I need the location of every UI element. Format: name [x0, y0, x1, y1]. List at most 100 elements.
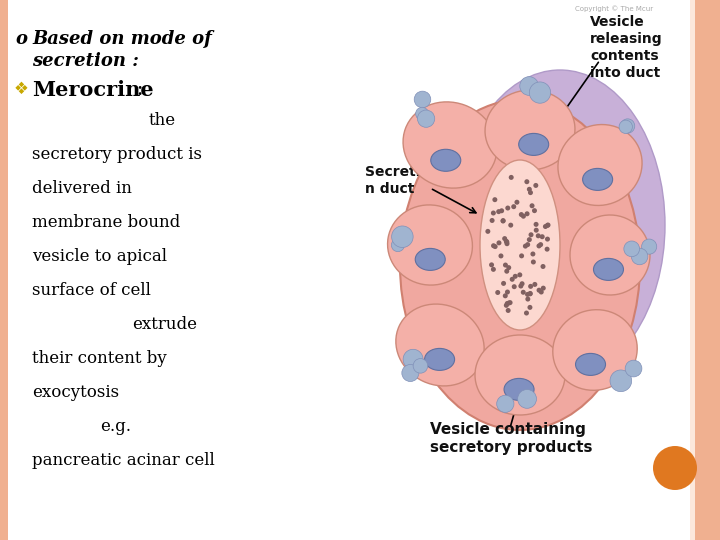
Circle shape: [642, 239, 657, 254]
Circle shape: [511, 204, 516, 209]
Circle shape: [532, 282, 537, 287]
Text: secretory products: secretory products: [430, 440, 593, 455]
Circle shape: [540, 234, 545, 239]
Circle shape: [528, 292, 533, 296]
Text: :: :: [130, 80, 143, 99]
Circle shape: [512, 284, 517, 289]
Circle shape: [534, 222, 539, 227]
Circle shape: [653, 446, 697, 490]
Circle shape: [525, 242, 530, 247]
Circle shape: [538, 242, 543, 247]
Circle shape: [500, 218, 505, 223]
Circle shape: [505, 241, 510, 246]
Circle shape: [619, 120, 632, 133]
Circle shape: [485, 229, 490, 234]
Circle shape: [497, 240, 501, 245]
Circle shape: [492, 197, 498, 202]
Circle shape: [528, 305, 533, 310]
Circle shape: [523, 244, 528, 248]
Ellipse shape: [400, 100, 640, 430]
Circle shape: [505, 206, 510, 211]
Ellipse shape: [480, 160, 560, 330]
Circle shape: [495, 290, 500, 295]
Circle shape: [545, 223, 550, 228]
Text: Vesicle: Vesicle: [590, 15, 644, 29]
Text: membrane bound: membrane bound: [32, 214, 181, 231]
Circle shape: [490, 218, 495, 223]
Text: the: the: [148, 112, 176, 129]
Text: surface of cell: surface of cell: [32, 282, 151, 299]
Circle shape: [499, 208, 504, 213]
Circle shape: [506, 300, 511, 306]
Ellipse shape: [593, 259, 624, 280]
Bar: [0, 0, 8, 540]
Circle shape: [541, 286, 546, 291]
Circle shape: [521, 214, 526, 219]
Ellipse shape: [504, 379, 534, 400]
Text: Vesicle containing: Vesicle containing: [430, 422, 586, 437]
Ellipse shape: [575, 353, 606, 375]
Circle shape: [544, 247, 549, 252]
Text: releasing: releasing: [590, 32, 662, 46]
Circle shape: [403, 349, 423, 369]
Circle shape: [505, 308, 510, 313]
Circle shape: [539, 289, 544, 294]
Circle shape: [497, 395, 514, 413]
Circle shape: [527, 187, 532, 192]
Circle shape: [525, 211, 530, 217]
Ellipse shape: [455, 70, 665, 380]
Circle shape: [543, 224, 548, 229]
Circle shape: [520, 281, 525, 286]
Circle shape: [529, 203, 534, 208]
Ellipse shape: [387, 205, 472, 285]
Text: their content by: their content by: [32, 350, 167, 367]
Circle shape: [528, 291, 533, 296]
Circle shape: [519, 212, 524, 217]
Text: ❖: ❖: [14, 80, 29, 98]
Ellipse shape: [518, 133, 549, 156]
Circle shape: [505, 289, 510, 294]
Circle shape: [413, 359, 428, 373]
Circle shape: [545, 237, 550, 241]
Bar: [690, 0, 695, 540]
Circle shape: [529, 82, 551, 103]
Circle shape: [500, 219, 505, 224]
Circle shape: [528, 232, 534, 237]
Circle shape: [534, 228, 539, 233]
Circle shape: [509, 175, 513, 180]
Circle shape: [496, 209, 501, 214]
Text: o: o: [15, 30, 27, 48]
Circle shape: [610, 370, 631, 392]
Circle shape: [624, 241, 639, 256]
Circle shape: [501, 281, 506, 286]
Circle shape: [534, 183, 539, 188]
Circle shape: [520, 77, 539, 96]
Circle shape: [524, 179, 529, 184]
Circle shape: [625, 360, 642, 377]
Text: Merocrine: Merocrine: [32, 80, 153, 100]
Circle shape: [506, 265, 511, 270]
Circle shape: [631, 248, 648, 265]
Text: secretion :: secretion :: [32, 52, 139, 70]
Text: Secretion: Secretion: [365, 165, 440, 179]
Circle shape: [392, 239, 405, 252]
Ellipse shape: [415, 248, 445, 271]
Text: contents: contents: [590, 49, 659, 63]
Circle shape: [517, 272, 522, 278]
Circle shape: [491, 211, 496, 215]
Circle shape: [518, 284, 523, 288]
Circle shape: [510, 277, 515, 282]
Circle shape: [536, 244, 541, 248]
Circle shape: [392, 226, 413, 247]
Circle shape: [531, 252, 536, 256]
Circle shape: [504, 239, 509, 244]
Circle shape: [491, 267, 496, 272]
Text: e.g.: e.g.: [100, 418, 131, 435]
Circle shape: [621, 119, 635, 133]
Bar: [695, 0, 720, 540]
Text: n duct: n duct: [365, 182, 415, 196]
Text: pancreatic acinar cell: pancreatic acinar cell: [32, 452, 215, 469]
Circle shape: [526, 296, 531, 301]
Text: delivered in: delivered in: [32, 180, 132, 197]
Ellipse shape: [431, 149, 461, 171]
